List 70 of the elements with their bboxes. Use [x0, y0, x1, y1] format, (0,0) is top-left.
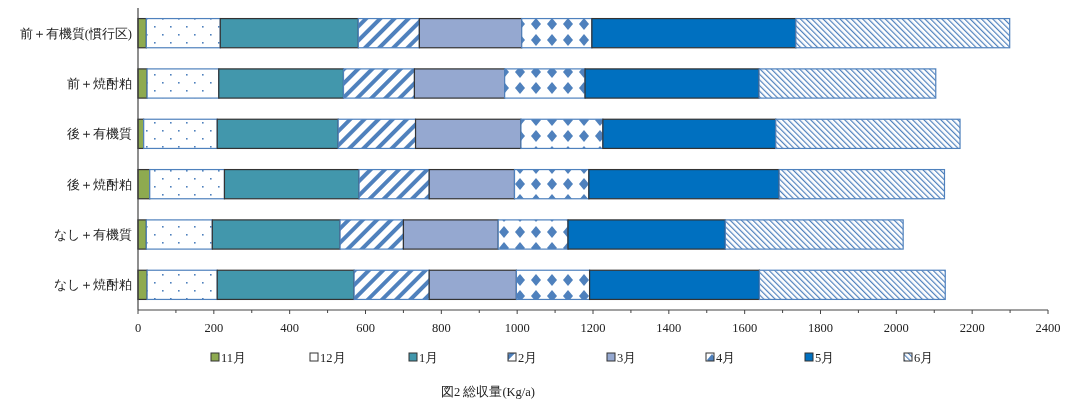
bar	[795, 17, 1011, 49]
legend-label: 6月	[914, 351, 934, 365]
x-tick-label: 2000	[883, 321, 909, 335]
bar	[342, 68, 416, 99]
y-tick-label: なし＋焼酎粕	[54, 278, 132, 293]
bar	[149, 168, 226, 200]
bar	[357, 17, 420, 49]
x-tick-label: 400	[280, 321, 300, 335]
x-tick-label: 1400	[656, 321, 682, 335]
bar	[146, 269, 218, 301]
bar	[223, 168, 360, 200]
bar	[143, 118, 218, 150]
legend-label: 1月	[419, 351, 439, 365]
bar	[218, 68, 345, 99]
bar	[567, 219, 726, 250]
bar	[418, 17, 523, 49]
bar	[602, 118, 777, 150]
x-tick-label: 2400	[1035, 321, 1061, 335]
bar	[588, 168, 780, 200]
legend-label: 3月	[617, 351, 637, 365]
legend-label: 2月	[518, 351, 538, 365]
bar	[353, 269, 430, 301]
bar	[219, 17, 359, 49]
bar	[521, 17, 593, 49]
bar	[588, 269, 761, 301]
bar	[515, 269, 591, 301]
x-tick-label: 1200	[580, 321, 606, 335]
bar	[775, 118, 961, 150]
bar	[724, 219, 904, 250]
y-tick-label: 後＋有機質	[67, 127, 132, 142]
bar	[591, 17, 797, 49]
x-tick-label: 0	[134, 321, 142, 335]
bar	[428, 168, 516, 200]
bar	[402, 219, 499, 250]
x-tick-label: 2200	[959, 321, 985, 335]
bar	[145, 219, 213, 250]
bar	[428, 269, 518, 301]
x-tick-label: 1000	[504, 321, 530, 335]
bar	[216, 269, 355, 301]
bar	[504, 68, 586, 99]
legend-label: 4月	[716, 351, 736, 365]
legend-label: 5月	[815, 351, 835, 365]
x-tick-label: 200	[204, 321, 224, 335]
x-tick-label: 800	[431, 321, 451, 335]
bar	[358, 168, 430, 200]
bar	[413, 68, 506, 99]
bar	[584, 68, 760, 99]
bar	[146, 68, 220, 99]
x-tick-label: 600	[356, 321, 375, 335]
x-tick-label: 1800	[808, 321, 833, 335]
legend-label: 11月	[221, 351, 247, 365]
y-tick-label: なし＋有機質	[54, 228, 132, 242]
bar	[339, 219, 405, 250]
bar	[758, 68, 937, 99]
bar	[216, 118, 339, 150]
bar	[337, 118, 417, 150]
bar	[520, 118, 604, 150]
y-tick-label: 前＋有機質(慣行区)	[19, 26, 132, 41]
x-tick-label: 1600	[732, 321, 758, 335]
bar	[513, 168, 590, 200]
bar	[758, 269, 946, 301]
text: 図2 総収量(Kg/a)	[441, 385, 535, 399]
bar	[211, 219, 341, 250]
bar	[497, 219, 569, 250]
bar	[145, 17, 221, 49]
bar	[414, 118, 522, 150]
legend-label: 12月	[320, 351, 346, 365]
y-tick-label: 前＋焼酎粕	[67, 77, 132, 91]
y-tick-label: 後＋焼酎粕	[67, 177, 132, 192]
bar	[778, 168, 946, 200]
